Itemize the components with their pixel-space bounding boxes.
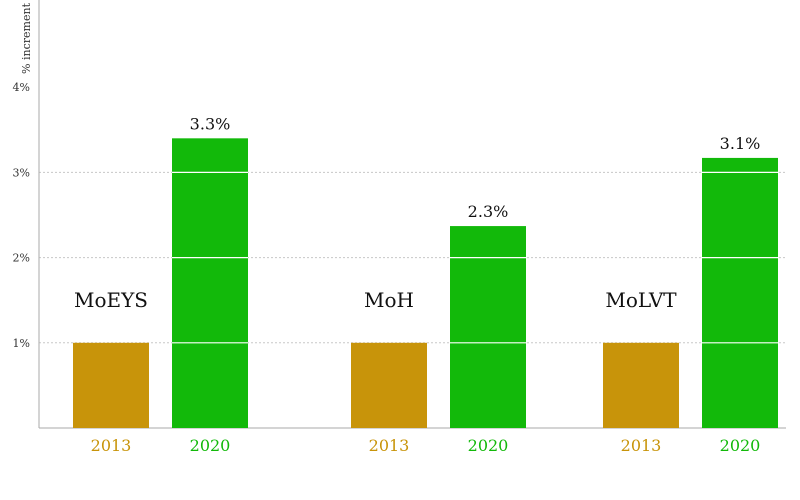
data-label: 3.3%	[190, 114, 231, 133]
category-label: MoLVT	[605, 288, 677, 312]
y-tick-label: 1%	[13, 337, 30, 350]
x-tick-label: 2020	[468, 436, 509, 455]
y-axis-label: % increment	[20, 2, 33, 74]
y-tick-label: 4%	[13, 81, 30, 94]
x-tick-label: 2020	[720, 436, 761, 455]
bar-molvt-2020	[702, 157, 778, 428]
x-tick-label: 2013	[91, 436, 132, 455]
bar-moh-2013	[351, 342, 427, 428]
y-tick-label: 3%	[13, 166, 30, 179]
x-tick-label: 2013	[369, 436, 410, 455]
y-tick-label: 2%	[13, 252, 30, 265]
x-tick-label: 2020	[190, 436, 231, 455]
category-label: MoEYS	[74, 288, 148, 312]
bar-molvt-2013	[603, 342, 679, 428]
bar-moeys-2020	[172, 138, 248, 428]
x-tick-label: 2013	[621, 436, 662, 455]
bar-moh-2020	[450, 226, 526, 428]
bar-moeys-2013	[73, 342, 149, 428]
data-label: 3.1%	[720, 134, 761, 153]
data-label: 2.3%	[468, 202, 509, 221]
category-label: MoH	[364, 288, 414, 312]
